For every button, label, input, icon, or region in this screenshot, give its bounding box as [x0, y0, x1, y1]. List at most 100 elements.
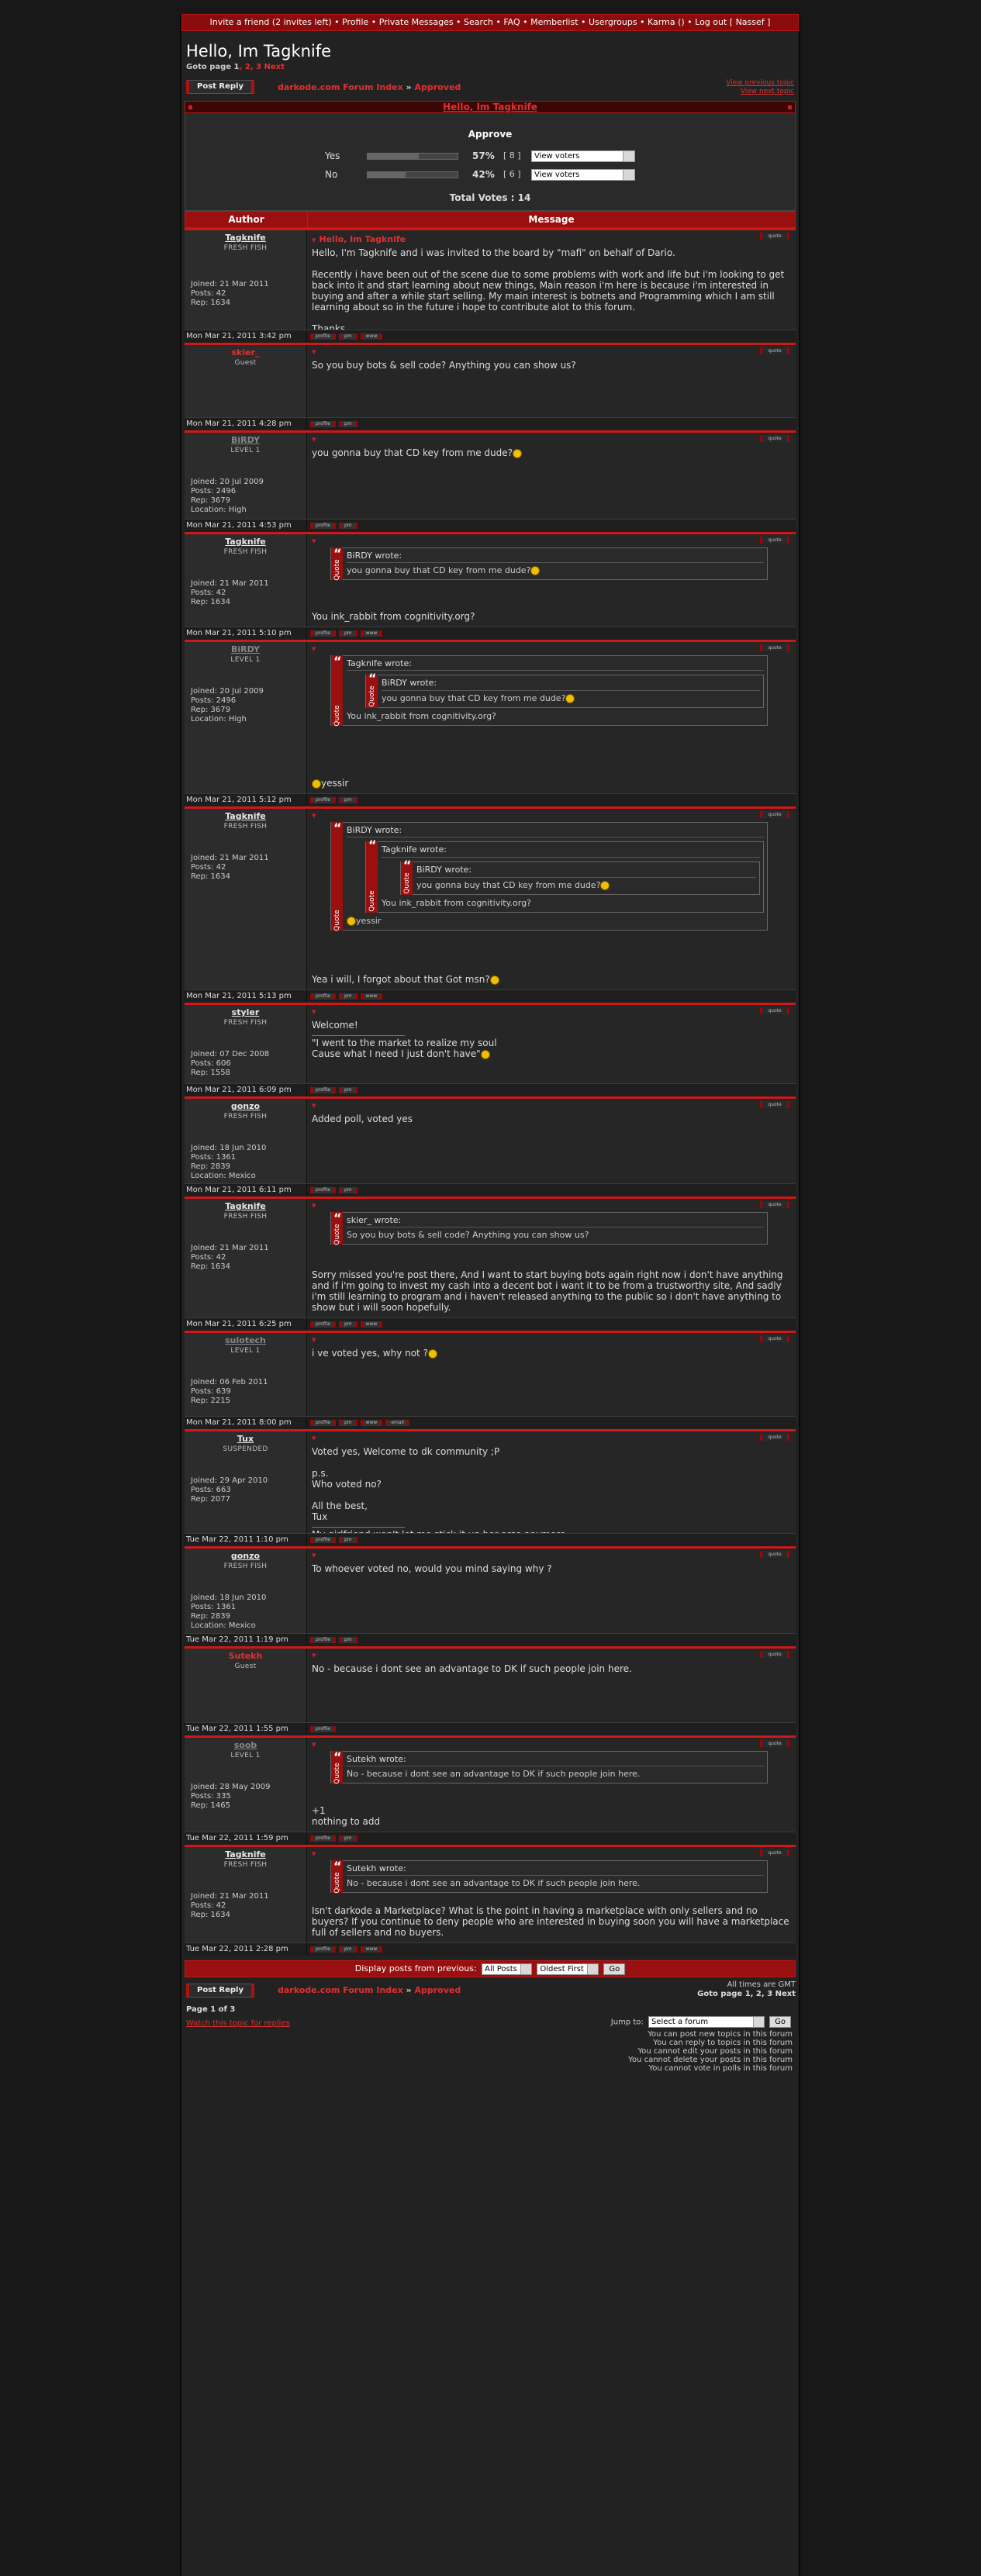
author-username[interactable]: Tagknife: [225, 1201, 266, 1211]
pm-button[interactable]: pm: [338, 797, 358, 803]
quote-button[interactable]: quote: [760, 537, 789, 544]
post-link-icon[interactable]: ▼: [312, 1435, 316, 1442]
pm-button[interactable]: pm: [338, 421, 358, 427]
post-link-icon[interactable]: ▼: [312, 1009, 316, 1015]
quote-button[interactable]: quote: [760, 1101, 789, 1108]
next-page-link[interactable]: Next: [264, 63, 285, 71]
profile-button[interactable]: profile: [310, 421, 336, 427]
breadcrumb-index[interactable]: darkode.com Forum Index: [278, 1985, 403, 1995]
post-reply-button[interactable]: Post Reply: [186, 80, 254, 94]
post-link-icon[interactable]: ▼: [312, 1103, 316, 1109]
view-previous-topic-link[interactable]: View previous topic: [726, 79, 794, 87]
post-link-icon[interactable]: ▼: [312, 1203, 316, 1209]
sort-order-select[interactable]: Oldest First: [537, 1963, 599, 1975]
author-username[interactable]: Tagknife: [225, 537, 266, 547]
author-username[interactable]: BiRDY: [231, 644, 260, 654]
pm-button[interactable]: pm: [338, 1087, 358, 1093]
profile-button[interactable]: profile: [310, 1420, 336, 1426]
topic-title-bar[interactable]: Hello, Im Tagknife: [185, 101, 796, 113]
quote-button[interactable]: quote: [760, 233, 789, 240]
email-button[interactable]: email: [385, 1420, 409, 1426]
author-username[interactable]: Tagknife: [225, 1849, 266, 1859]
author-username[interactable]: BiRDY: [231, 435, 260, 445]
quote-button[interactable]: quote: [760, 1849, 789, 1856]
quote-button[interactable]: quote: [760, 347, 789, 354]
quote-button[interactable]: quote: [760, 1551, 789, 1558]
profile-button[interactable]: profile: [310, 1187, 336, 1193]
profile-button[interactable]: profile: [310, 1537, 336, 1543]
post-link-icon[interactable]: ▼: [312, 1337, 316, 1343]
pm-button[interactable]: pm: [338, 333, 358, 340]
pm-button[interactable]: pm: [338, 1835, 358, 1842]
breadcrumb-index[interactable]: darkode.com Forum Index: [278, 82, 403, 92]
author-username[interactable]: soob: [233, 1740, 257, 1750]
pm-button[interactable]: pm: [338, 630, 358, 637]
profile-button[interactable]: profile: [310, 523, 336, 529]
profile-button[interactable]: profile: [310, 1087, 336, 1093]
pm-button[interactable]: pm: [338, 993, 358, 1000]
author-username[interactable]: skier_: [231, 347, 260, 357]
post-link-icon[interactable]: ▼: [312, 1652, 316, 1659]
profile-button[interactable]: profile: [310, 1637, 336, 1643]
author-username[interactable]: sulotech: [225, 1335, 266, 1345]
quote-button[interactable]: quote: [760, 1335, 789, 1342]
post-link-icon[interactable]: ▼: [312, 437, 316, 443]
quote-button[interactable]: quote: [760, 1201, 789, 1208]
quote-button[interactable]: quote: [760, 644, 789, 651]
post-title[interactable]: Hello, Im Tagknife: [312, 234, 791, 244]
author-username[interactable]: Sutekh: [228, 1651, 263, 1661]
profile-button[interactable]: profile: [310, 630, 336, 637]
view-voters-select[interactable]: View voters: [531, 150, 635, 162]
author-username[interactable]: gonzo: [230, 1101, 261, 1111]
go-button[interactable]: Go: [603, 1963, 626, 1975]
www-button[interactable]: www: [360, 993, 383, 1000]
pm-button[interactable]: pm: [338, 1420, 358, 1426]
pm-button[interactable]: pm: [338, 1637, 358, 1643]
quote-button[interactable]: quote: [760, 1651, 789, 1658]
profile-button[interactable]: profile: [310, 1321, 336, 1328]
top-navigation[interactable]: Invite a friend (2 invites left) • Profi…: [181, 14, 799, 31]
breadcrumb-forum[interactable]: Approved: [414, 1985, 461, 1995]
breadcrumb-forum[interactable]: Approved: [414, 82, 461, 92]
pm-button[interactable]: pm: [338, 1537, 358, 1543]
post-link-icon[interactable]: ▼: [312, 1851, 316, 1857]
profile-button[interactable]: profile: [310, 1726, 336, 1732]
pm-button[interactable]: pm: [338, 1321, 358, 1328]
post-link-icon[interactable]: ▼: [312, 538, 316, 544]
post-link-icon[interactable]: ▼: [312, 646, 316, 652]
www-button[interactable]: www: [360, 1420, 383, 1426]
quote-button[interactable]: quote: [760, 1740, 789, 1747]
jump-go-button[interactable]: Go: [769, 2016, 791, 2028]
goto-pagination-bottom[interactable]: Goto page 1, 2, 3 Next: [697, 1990, 796, 1998]
post-link-icon[interactable]: ▼: [312, 1552, 316, 1559]
quote-button[interactable]: quote: [760, 811, 789, 818]
author-username[interactable]: styler: [231, 1007, 260, 1017]
author-username[interactable]: gonzo: [230, 1551, 261, 1561]
profile-button[interactable]: profile: [310, 1835, 336, 1842]
author-username[interactable]: Tagknife: [225, 233, 266, 243]
view-voters-select[interactable]: View voters: [531, 169, 635, 181]
profile-button[interactable]: profile: [310, 333, 336, 340]
profile-button[interactable]: profile: [310, 1946, 336, 1953]
post-link-icon[interactable]: ▼: [312, 813, 316, 819]
jump-forum-select[interactable]: Select a forum: [648, 2016, 765, 2028]
www-button[interactable]: www: [360, 333, 383, 340]
page-links[interactable]: , 2, 3: [239, 63, 264, 71]
quote-button[interactable]: quote: [760, 1434, 789, 1441]
pm-button[interactable]: pm: [338, 1187, 358, 1193]
view-next-topic-link[interactable]: View next topic: [740, 88, 794, 95]
author-username[interactable]: Tux: [237, 1434, 254, 1444]
post-link-icon[interactable]: ▼: [312, 1742, 316, 1748]
quote-button[interactable]: quote: [760, 435, 789, 442]
pm-button[interactable]: pm: [338, 523, 358, 529]
www-button[interactable]: www: [360, 1946, 383, 1953]
pm-button[interactable]: pm: [338, 1946, 358, 1953]
profile-button[interactable]: profile: [310, 797, 336, 803]
www-button[interactable]: www: [360, 1321, 383, 1328]
author-username[interactable]: Tagknife: [225, 811, 266, 821]
quote-button[interactable]: quote: [760, 1007, 789, 1014]
display-posts-select[interactable]: All Posts: [482, 1963, 532, 1975]
post-link-icon[interactable]: ▼: [312, 349, 316, 355]
www-button[interactable]: www: [360, 630, 383, 637]
profile-button[interactable]: profile: [310, 993, 336, 1000]
